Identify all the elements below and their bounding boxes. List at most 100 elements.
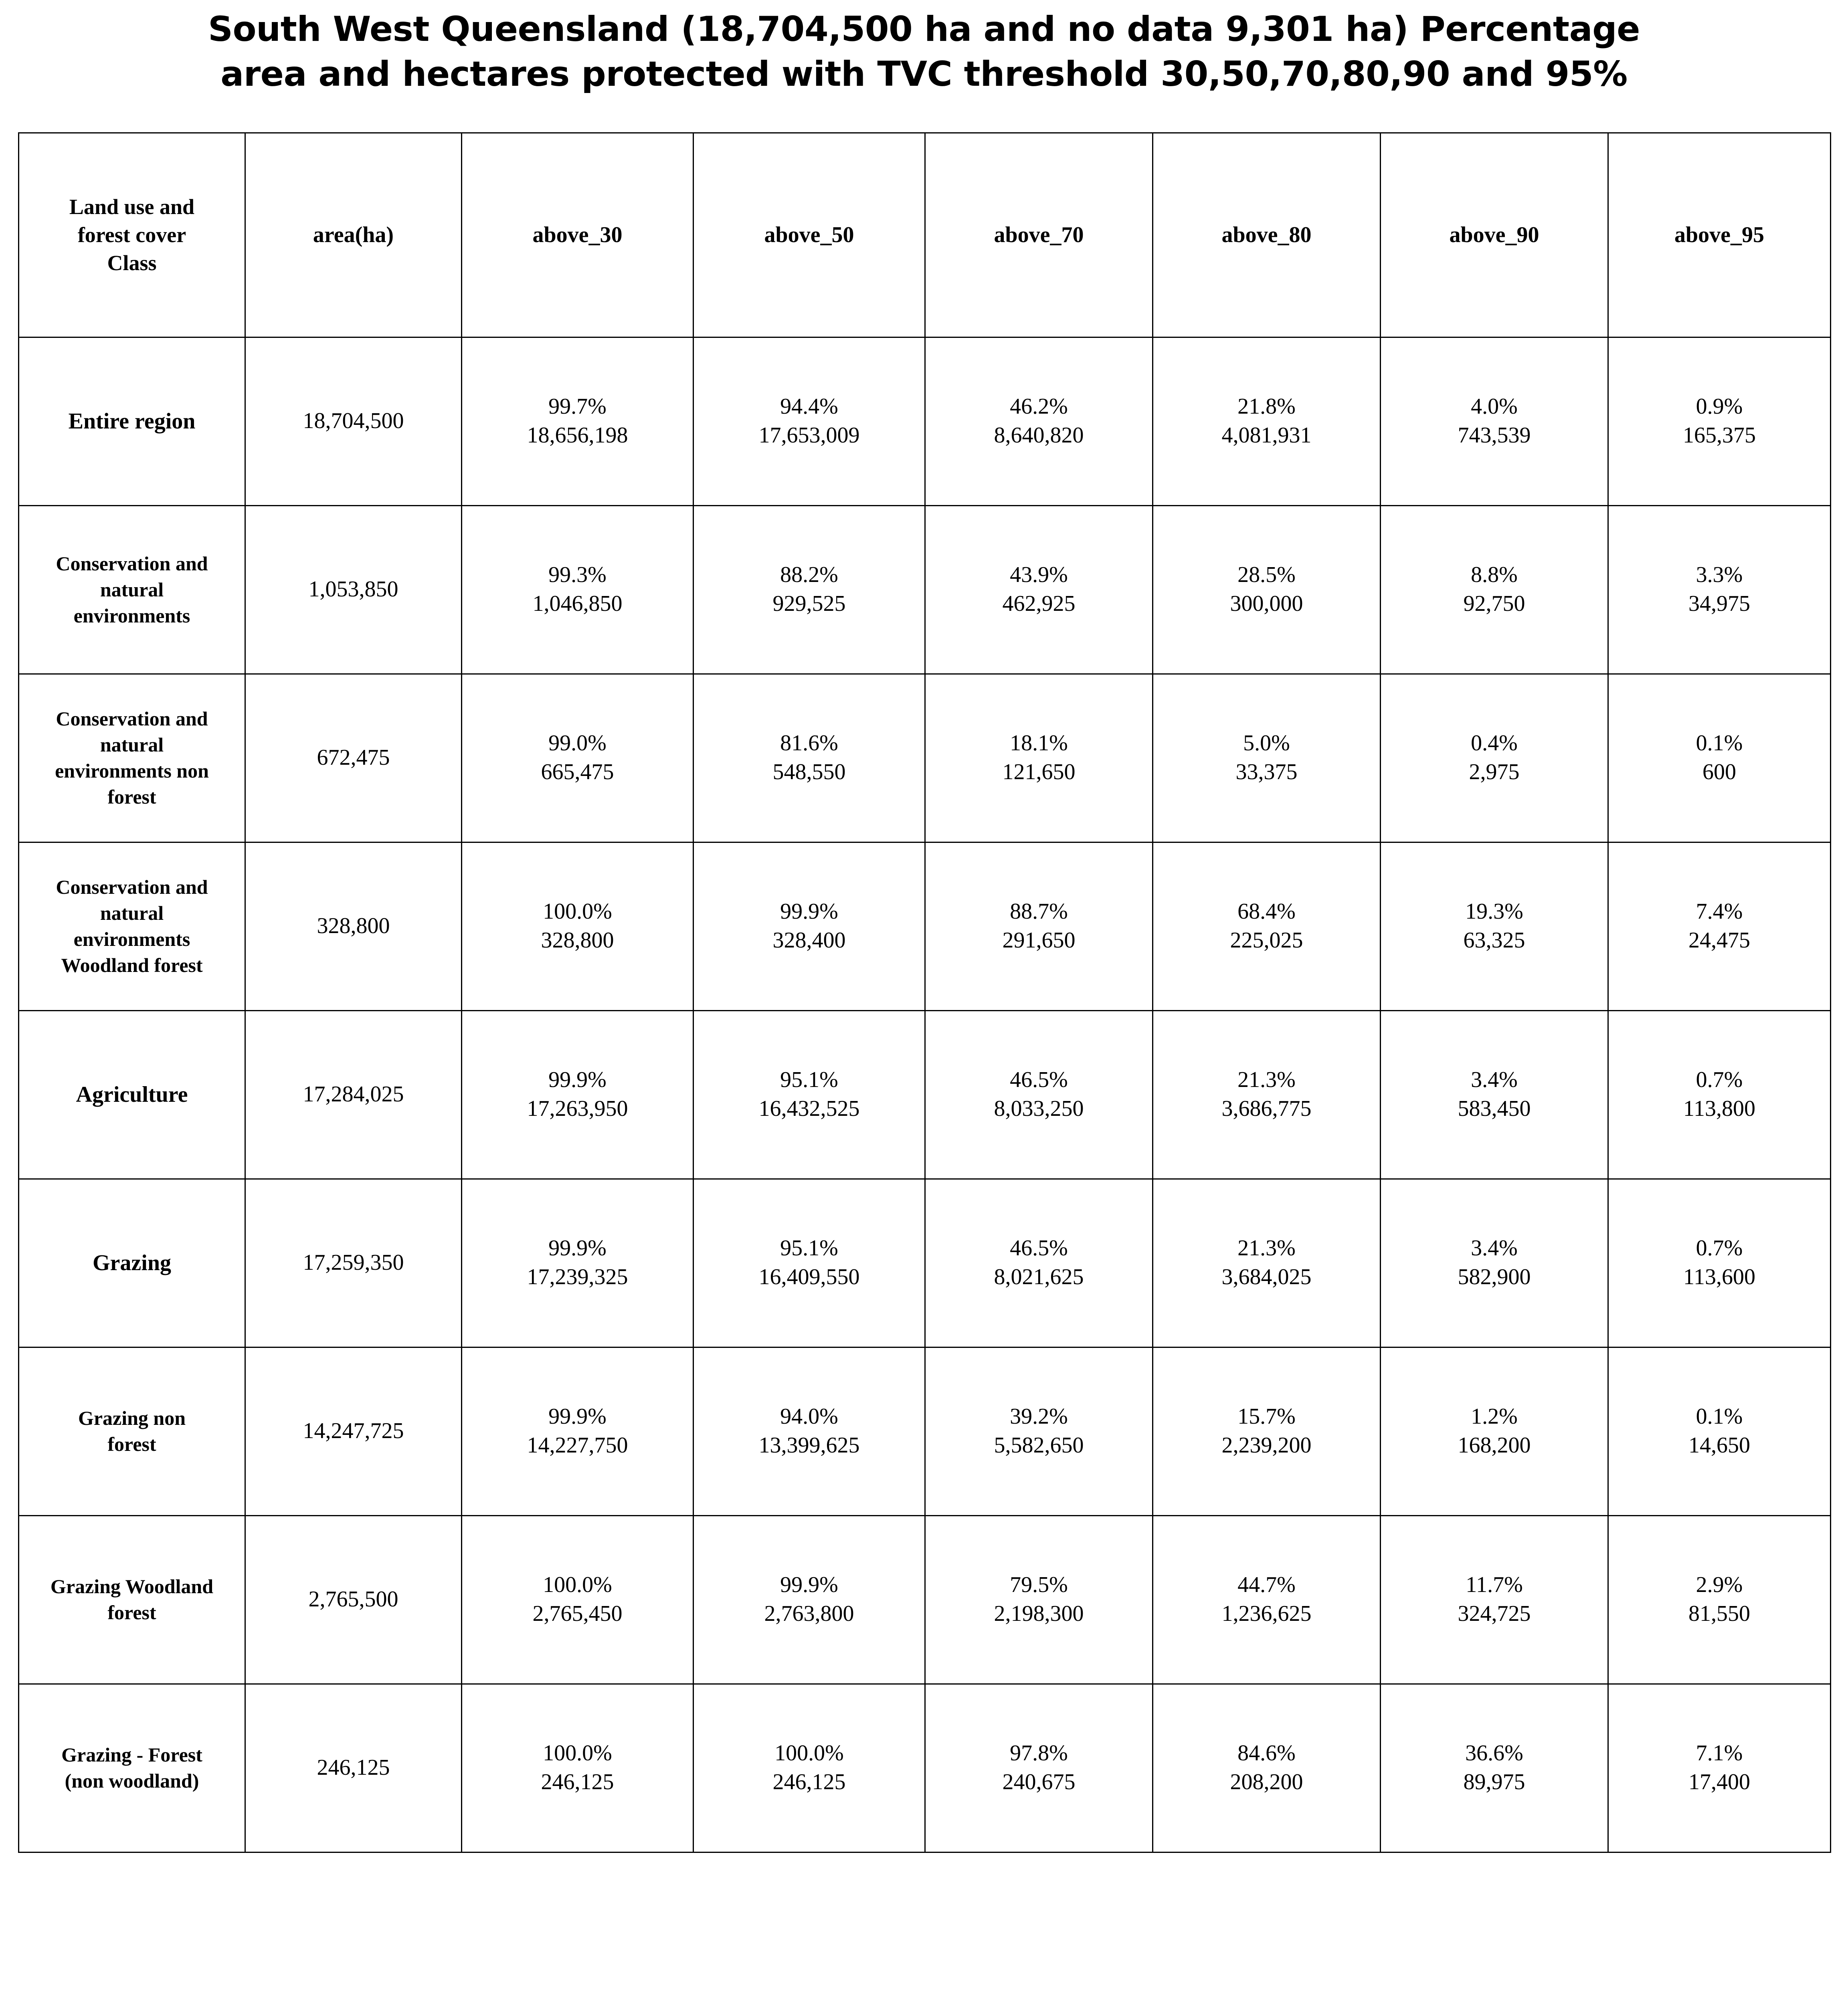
cell-hectares: 1,236,625 [1221,1601,1312,1626]
cell-above-90: 3.4% 583,450 [1380,1010,1609,1180]
cell-above-30: 100.0% 246,125 [461,1683,694,1853]
cell-percent: 79.5% [1010,1572,1068,1598]
cell-percent: 18.1% [1010,731,1068,756]
cell-hectares: 2,239,200 [1221,1433,1312,1458]
cell-area: 14,247,725 [245,1346,462,1516]
row-label-conservation-non-forest: Conservation and natural environments no… [18,673,246,843]
row-label-line: environments [73,928,190,951]
cell-percent: 46.5% [1010,1067,1068,1093]
cell-percent: 2.9% [1696,1572,1743,1598]
cell-hectares: 208,200 [1230,1770,1303,1795]
title-line-1: South West Queensland (18,704,500 ha and… [208,9,1640,49]
cell-hectares: 3,684,025 [1221,1265,1312,1290]
row-label-grazing-woodland-forest: Grazing Woodland forest [18,1515,246,1685]
cell-hectares: 1,046,850 [532,591,623,616]
row-label-line: natural [100,733,164,756]
cell-percent: 0.1% [1696,1404,1743,1429]
cell-percent: 39.2% [1010,1404,1068,1429]
row-label-line: Grazing non [78,1407,186,1430]
row-label-line: natural [100,578,164,601]
cell-hectares: 929,525 [772,591,846,616]
cell-percent: 99.3% [548,562,607,588]
cell-percent: 3.4% [1471,1236,1518,1261]
cell-above-70: 46.5% 8,033,250 [924,1010,1153,1180]
cell-percent: 21.8% [1237,394,1296,419]
column-header-above-70: above_70 [924,132,1153,338]
cell-percent: 8.8% [1471,562,1518,588]
cell-above-50: 99.9% 328,400 [693,841,926,1011]
cell-percent: 28.5% [1237,562,1296,588]
cell-percent: 7.1% [1696,1741,1743,1766]
cell-hectares: 17,239,325 [527,1265,628,1290]
row-label-line: Conservation and [56,707,208,730]
cell-percent: 100.0% [543,899,612,924]
cell-above-30: 99.9% 17,239,325 [461,1178,694,1348]
cell-percent: 5.0% [1243,731,1290,756]
cell-above-30: 99.3% 1,046,850 [461,505,694,675]
row-label-grazing: Grazing [18,1178,246,1348]
cell-percent: 4.0% [1471,394,1518,419]
cell-hectares: 81,550 [1688,1601,1750,1626]
cell-percent: 3.3% [1696,562,1743,588]
table-row: Grazing Woodland forest 2,765,500 100.0%… [18,1515,1831,1685]
cell-hectares: 2,198,300 [994,1601,1084,1626]
cell-percent: 97.8% [1010,1741,1068,1766]
cell-above-30: 99.7% 18,656,198 [461,336,694,506]
table-row: Agriculture 17,284,025 99.9% 17,263,950 … [18,1010,1831,1180]
row-label-line: Conservation and [56,876,208,899]
cell-above-50: 95.1% 16,432,525 [693,1010,926,1180]
cell-percent: 99.9% [780,899,838,924]
cell-above-90: 8.8% 92,750 [1380,505,1609,675]
cell-hectares: 168,200 [1458,1433,1531,1458]
cell-hectares: 548,550 [772,760,846,785]
cell-above-70: 46.2% 8,640,820 [924,336,1153,506]
column-header-class: Land use and forest cover Class [18,132,246,338]
cell-percent: 99.9% [548,1404,607,1429]
cell-above-70: 43.9% 462,925 [924,505,1153,675]
row-label-grazing-forest-non-woodland: Grazing - Forest (non woodland) [18,1683,246,1853]
cell-above-50: 100.0% 246,125 [693,1683,926,1853]
table-row: Entire region 18,704,500 99.7% 18,656,19… [18,336,1831,506]
cell-hectares: 8,640,820 [994,423,1084,448]
row-label-line: (non woodland) [65,1770,199,1792]
cell-percent: 99.9% [548,1236,607,1261]
table-row: Grazing 17,259,350 99.9% 17,239,325 95.1… [18,1178,1831,1348]
cell-hectares: 600 [1702,760,1736,785]
cell-above-70: 18.1% 121,650 [924,673,1153,843]
cell-percent: 94.0% [780,1404,838,1429]
cell-area: 246,125 [245,1683,462,1853]
row-label-line: natural [100,902,164,925]
cell-hectares: 2,975 [1469,760,1520,785]
cell-above-80: 84.6% 208,200 [1152,1683,1381,1853]
cell-above-90: 0.4% 2,975 [1380,673,1609,843]
cell-above-95: 0.7% 113,800 [1607,1010,1831,1180]
cell-percent: 43.9% [1010,562,1068,588]
cell-percent: 0.4% [1471,731,1518,756]
cell-above-30: 100.0% 328,800 [461,841,694,1011]
cell-hectares: 8,033,250 [994,1096,1084,1121]
cell-hectares: 16,409,550 [758,1265,860,1290]
cell-hectares: 89,975 [1463,1770,1525,1795]
cell-percent: 21.3% [1237,1067,1296,1093]
cell-percent: 100.0% [543,1572,612,1598]
cell-hectares: 63,325 [1463,928,1525,953]
row-label-line: Woodland forest [61,954,203,977]
row-label-line: forest [107,786,156,808]
cell-above-95: 7.1% 17,400 [1607,1683,1831,1853]
title-line-2: area and hectares protected with TVC thr… [220,54,1628,94]
column-header-above-90: above_90 [1380,132,1609,338]
cell-percent: 99.0% [548,731,607,756]
cell-above-80: 44.7% 1,236,625 [1152,1515,1381,1685]
cell-hectares: 165,375 [1683,423,1756,448]
cell-area: 1,053,850 [245,505,462,675]
cell-above-80: 28.5% 300,000 [1152,505,1381,675]
cell-above-90: 11.7% 324,725 [1380,1515,1609,1685]
cell-hectares: 2,763,800 [764,1601,854,1626]
cell-above-95: 3.3% 34,975 [1607,505,1831,675]
cell-above-95: 7.4% 24,475 [1607,841,1831,1011]
cell-percent: 95.1% [780,1236,838,1261]
row-label-line: forest [107,1601,156,1624]
row-label-agriculture: Agriculture [18,1010,246,1180]
cell-above-50: 95.1% 16,409,550 [693,1178,926,1348]
cell-hectares: 3,686,775 [1221,1096,1312,1121]
